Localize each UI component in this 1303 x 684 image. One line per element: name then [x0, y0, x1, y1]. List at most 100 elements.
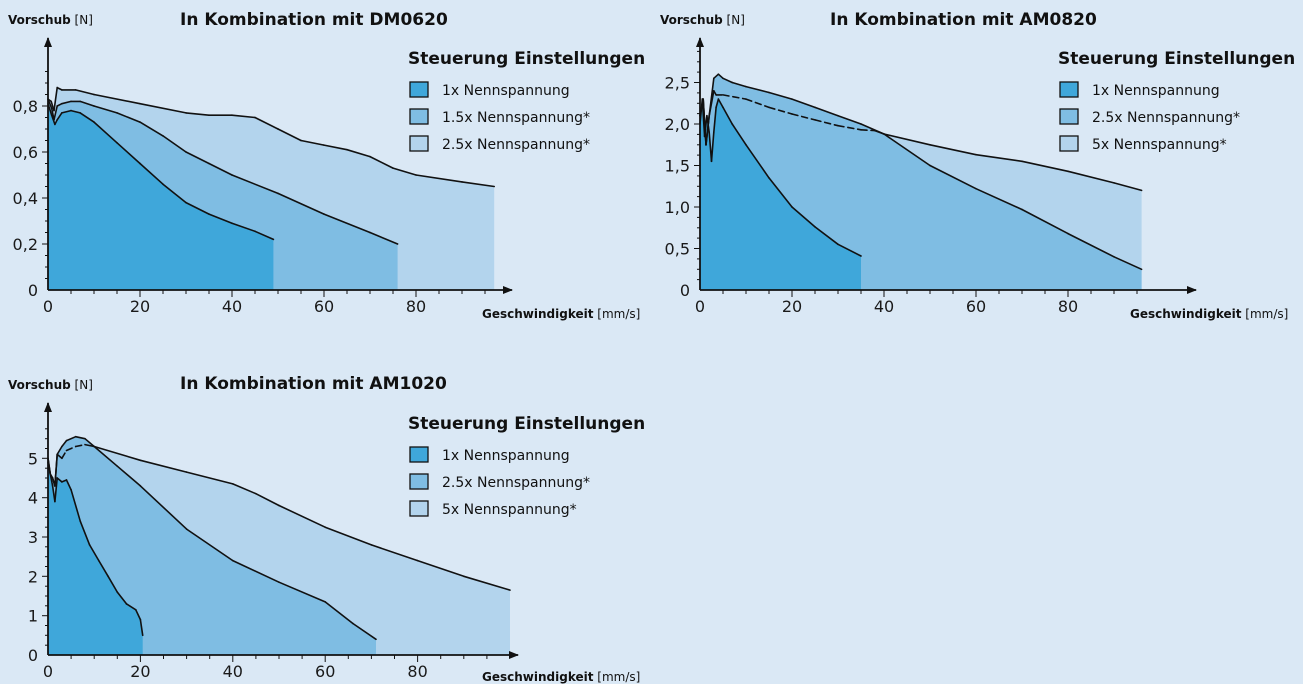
series-area-1	[700, 99, 861, 290]
series-line-1-segment	[135, 608, 142, 621]
series-line-1-segment	[717, 98, 724, 109]
series-line-3-segment	[232, 483, 257, 495]
series-line-1-segment	[710, 131, 715, 163]
series-area-2	[48, 436, 376, 655]
series-line-3-segment	[93, 445, 142, 462]
series-line-3-segment	[139, 459, 188, 473]
series-line-1-segment	[54, 477, 59, 503]
legend-title: Steuerung Einstellungen	[408, 49, 645, 69]
y-tick-label: 0	[680, 281, 690, 300]
series-line-1-segment	[231, 222, 256, 233]
series-line-2-segment	[60, 100, 72, 105]
y-tick-label: 0,2	[13, 235, 38, 254]
series-line-1-segment	[139, 618, 144, 637]
x-tick-label: 0	[43, 297, 53, 316]
series-line-3-segment	[929, 144, 977, 156]
series-line-3-segment	[74, 89, 95, 96]
y-tick-label: 2	[28, 567, 38, 586]
x-tick-label: 20	[782, 297, 802, 316]
series-line-1-segment	[70, 488, 82, 523]
series-line-3-segment	[392, 167, 417, 176]
series-line-2-segment	[65, 435, 77, 442]
series-line-2-segment	[139, 485, 188, 530]
y-tick-label: 5	[28, 449, 38, 468]
series-line-2-segment	[814, 106, 839, 117]
legend-swatch	[1059, 135, 1079, 152]
series-line-1-segment	[185, 201, 210, 215]
series-line-2-segment	[208, 162, 233, 176]
series-line-3-segment	[53, 86, 59, 112]
series-line-3-segment	[277, 128, 302, 142]
y-axis-label: Vorschub [N]	[8, 13, 93, 27]
series-line-2-segment	[277, 192, 325, 215]
legend-entry-1: 1x Nennspannung	[1092, 83, 1220, 99]
series-line-1-segment	[791, 206, 816, 228]
series-line-1-segment	[116, 591, 128, 605]
x-tick-label: 80	[1058, 297, 1078, 316]
series-line-3-segment	[231, 114, 256, 119]
x-tick-label: 80	[407, 662, 427, 681]
y-axis-label: Vorschub [N]	[660, 13, 745, 27]
y-tick-label: 1,5	[665, 157, 690, 176]
series-line-2-segment	[768, 91, 793, 100]
y-tick-label: 1,0	[665, 198, 690, 217]
x-tick-label: 80	[406, 297, 426, 316]
series-line-1-segment	[88, 544, 100, 562]
y-tick-label: 0,4	[13, 189, 38, 208]
chart-panel-3: 0 1 2 3 4 5 0 20 40 60 80 Vorschub [N] Geschwindigke…	[8, 374, 645, 684]
y-tick-label: 0	[28, 646, 38, 665]
series-area-1	[48, 103, 274, 290]
series-line-3-segment	[745, 98, 770, 109]
series-line-2-segment	[1067, 232, 1115, 258]
series-line-1-segment	[79, 112, 95, 123]
series-line-2-segment	[975, 187, 1023, 211]
series-line-2-segment	[324, 601, 354, 625]
x-tick-label: 0	[695, 297, 705, 316]
series-line-2-segment	[79, 100, 95, 107]
series-line-1-segment	[65, 479, 72, 491]
series-line-2-segment	[185, 151, 210, 165]
chart-title: In Kombination mit AM0820	[830, 10, 1097, 30]
legend-swatch	[409, 500, 429, 517]
series-line-3-segment	[61, 449, 68, 460]
series-line-2-segment	[232, 559, 280, 584]
series-line-3-segment	[185, 112, 210, 116]
series-line-3-segment	[1067, 170, 1115, 184]
series-line-2-segment	[278, 581, 327, 603]
series-line-3-segment	[791, 113, 816, 121]
series-line-2-segment	[791, 98, 816, 109]
series-line-3-segment	[56, 453, 63, 460]
legend-swatch	[409, 135, 429, 152]
legend-entry-2: 1.5x Nennspannung*	[442, 110, 590, 126]
series-line-1-segment	[208, 213, 233, 225]
series-line-2-segment	[352, 622, 377, 641]
legend-entry-1: 1x Nennspannung	[442, 83, 570, 99]
x-tick-label: 0	[43, 662, 53, 681]
series-line-2-segment	[717, 73, 724, 80]
series-line-3-segment	[705, 114, 711, 146]
series-line-2-segment	[50, 107, 55, 121]
legend-swatch	[1059, 81, 1079, 98]
series-line-2-segment	[369, 231, 399, 245]
series-line-1-segment	[79, 520, 91, 546]
x-tick-label: 40	[874, 297, 894, 316]
series-line-2-segment	[162, 135, 187, 153]
series-line-3-segment	[56, 86, 63, 91]
series-line-2-segment	[56, 102, 63, 107]
legend-entry-3: 2.5x Nennspannung*	[442, 137, 590, 153]
chart-title: In Kombination mit AM1020	[180, 374, 447, 394]
x-tick-label: 60	[966, 297, 986, 316]
series-line-1-segment	[722, 106, 734, 125]
series-line-3-segment	[415, 174, 463, 183]
series-line-3-segment	[65, 445, 77, 452]
series-line-3-segment	[84, 443, 95, 448]
series-line-3-segment	[278, 504, 327, 529]
series-line-3-segment	[837, 124, 862, 131]
x-tick-label: 40	[222, 297, 242, 316]
y-tick-label: 0,5	[665, 240, 690, 259]
legend-swatch	[409, 108, 429, 125]
series-line-3-segment	[300, 139, 325, 146]
series-line-2-segment	[116, 465, 142, 487]
series-line-1-segment	[61, 479, 68, 483]
y-tick-label: 0,6	[13, 143, 38, 162]
